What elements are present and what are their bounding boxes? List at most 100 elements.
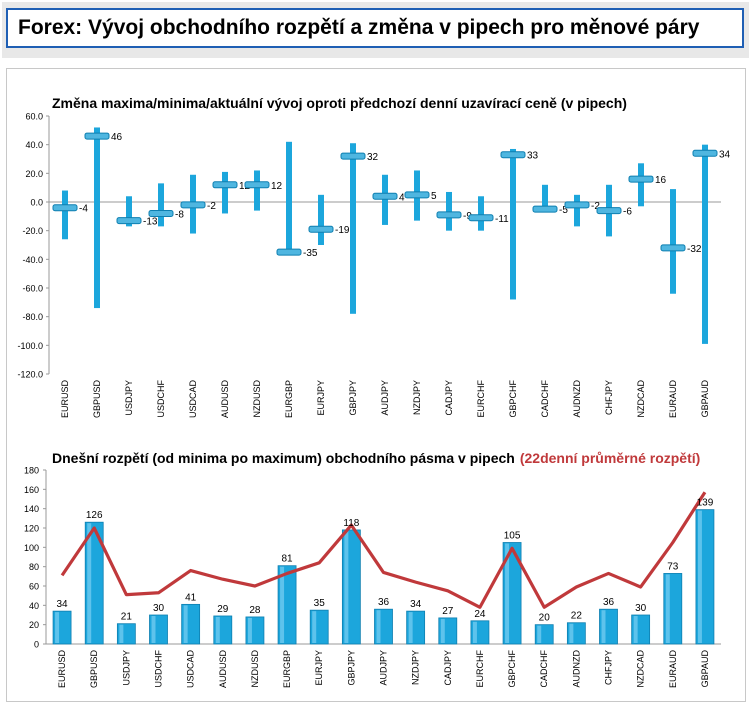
range-bar [222,171,228,214]
bar-highlight [440,618,445,643]
y-tick-label: 140 [24,504,39,514]
range-bar [382,174,388,225]
y-tick-label: 0 [34,640,39,650]
current-marker [244,181,270,189]
x-tick-label: EURUSD [57,650,67,689]
range-bar [158,183,164,227]
current-marker [596,207,622,215]
bar-value-label: 27 [442,606,454,617]
x-tick-label: GBPAUD [700,380,710,418]
current-value-label: -32 [687,244,702,255]
bar-value-label: 73 [667,561,679,572]
x-tick-label: USDCAD [186,650,196,689]
bar-value-label: 30 [635,603,647,614]
bar-value-label: 36 [378,597,390,608]
bar-highlight [215,616,220,643]
range-bar [702,144,708,344]
x-tick-label: NZDUSD [252,380,262,418]
x-tick-label: NZDCAD [636,380,646,418]
bar-highlight [183,605,188,643]
bar-value-label: 105 [504,531,521,542]
x-tick-label: CADCHF [540,379,550,417]
chart2-title-extra: (22denní průměrné rozpětí) [520,450,700,466]
bar-value-label: 22 [571,611,583,622]
current-value-label: -11 [495,214,509,225]
current-value-label: 46 [111,132,123,143]
current-value-label: 34 [719,149,731,160]
x-tick-label: GBPUSD [89,650,99,689]
x-tick-label: NZDJPY [411,650,421,685]
bar-value-label: 21 [121,612,133,623]
current-marker [500,151,526,159]
x-tick-label: USDCHF [154,649,164,687]
current-marker [308,225,334,233]
current-marker [52,204,78,212]
current-marker [468,214,494,222]
range-bar [62,190,68,240]
y-tick-label: 120 [24,524,39,534]
bar-highlight [55,612,60,643]
y-tick-label: 20 [29,620,39,630]
page-title: Forex: Vývoj obchodního rozpětí a změna … [18,16,700,39]
current-value-label: 12 [271,181,283,192]
current-marker [628,175,654,183]
current-marker [148,209,174,217]
bar-value-label: 29 [217,604,229,615]
x-tick-label: AUDUSD [218,650,228,689]
x-tick-label: NZDJPY [412,380,422,415]
bar-highlight [87,523,92,643]
x-tick-label: NZDCAD [636,650,646,688]
bar-value-label: 41 [185,592,197,603]
header-bar: Forex: Vývoj obchodního rozpětí a změna … [2,2,749,58]
bar-highlight [537,625,542,643]
bar-value-label: 36 [603,597,615,608]
current-marker [372,192,398,200]
current-value-label: 5 [431,191,437,202]
current-marker [692,149,718,157]
x-tick-label: USDJPY [124,380,134,416]
x-tick-label: EURUSD [60,380,70,419]
x-tick-label: AUDUSD [220,380,230,419]
current-marker [532,205,558,213]
y-tick-label: 180 [24,466,39,476]
x-tick-label: EURAUD [668,380,678,419]
y-tick-label: 40.0 [25,140,43,150]
bar-highlight [151,616,156,643]
range-bar [542,184,548,213]
current-value-label: -19 [335,225,350,236]
current-value-label: -35 [303,248,318,259]
bar-highlight [697,510,702,643]
y-tick-label: -100.0 [17,341,43,351]
bar-highlight [569,623,574,643]
current-value-label: -6 [623,207,632,218]
x-tick-label: CHFJPY [604,650,614,685]
x-tick-label: CADJPY [443,650,453,686]
bar-value-label: 126 [86,510,103,521]
x-tick-label: GBPAUD [700,650,710,688]
bar-highlight [472,621,477,643]
bar-value-label: 81 [282,554,294,565]
bar-value-label: 30 [153,603,165,614]
x-tick-label: AUDNZD [571,650,581,688]
bar-highlight [505,543,510,643]
bar-value-label: 34 [57,599,69,610]
range-chart: Změna maxima/minima/aktuální vývoj oprot… [17,95,731,419]
bar-highlight [376,610,381,643]
range-bar [318,194,324,245]
y-tick-label: 0.0 [30,198,43,208]
chart2-title-main: Dnešní rozpětí (od minima po maximum) ob… [52,450,515,466]
charts-panel [6,68,746,702]
x-tick-label: EURGBP [284,380,294,418]
average-range-line [60,491,707,609]
range-bar [94,127,100,309]
current-value-label: 16 [655,175,667,186]
range-bar [254,170,260,211]
current-value-label: 33 [527,151,539,162]
x-tick-label: EURCHF [476,379,486,417]
range-bar [670,189,676,294]
y-tick-label: -60.0 [22,284,43,294]
x-tick-label: EURGBP [282,650,292,688]
bar-highlight [344,530,349,643]
y-tick-label: 20.0 [25,169,43,179]
header-frame: Forex: Vývoj obchodního rozpětí a změna … [6,8,744,48]
